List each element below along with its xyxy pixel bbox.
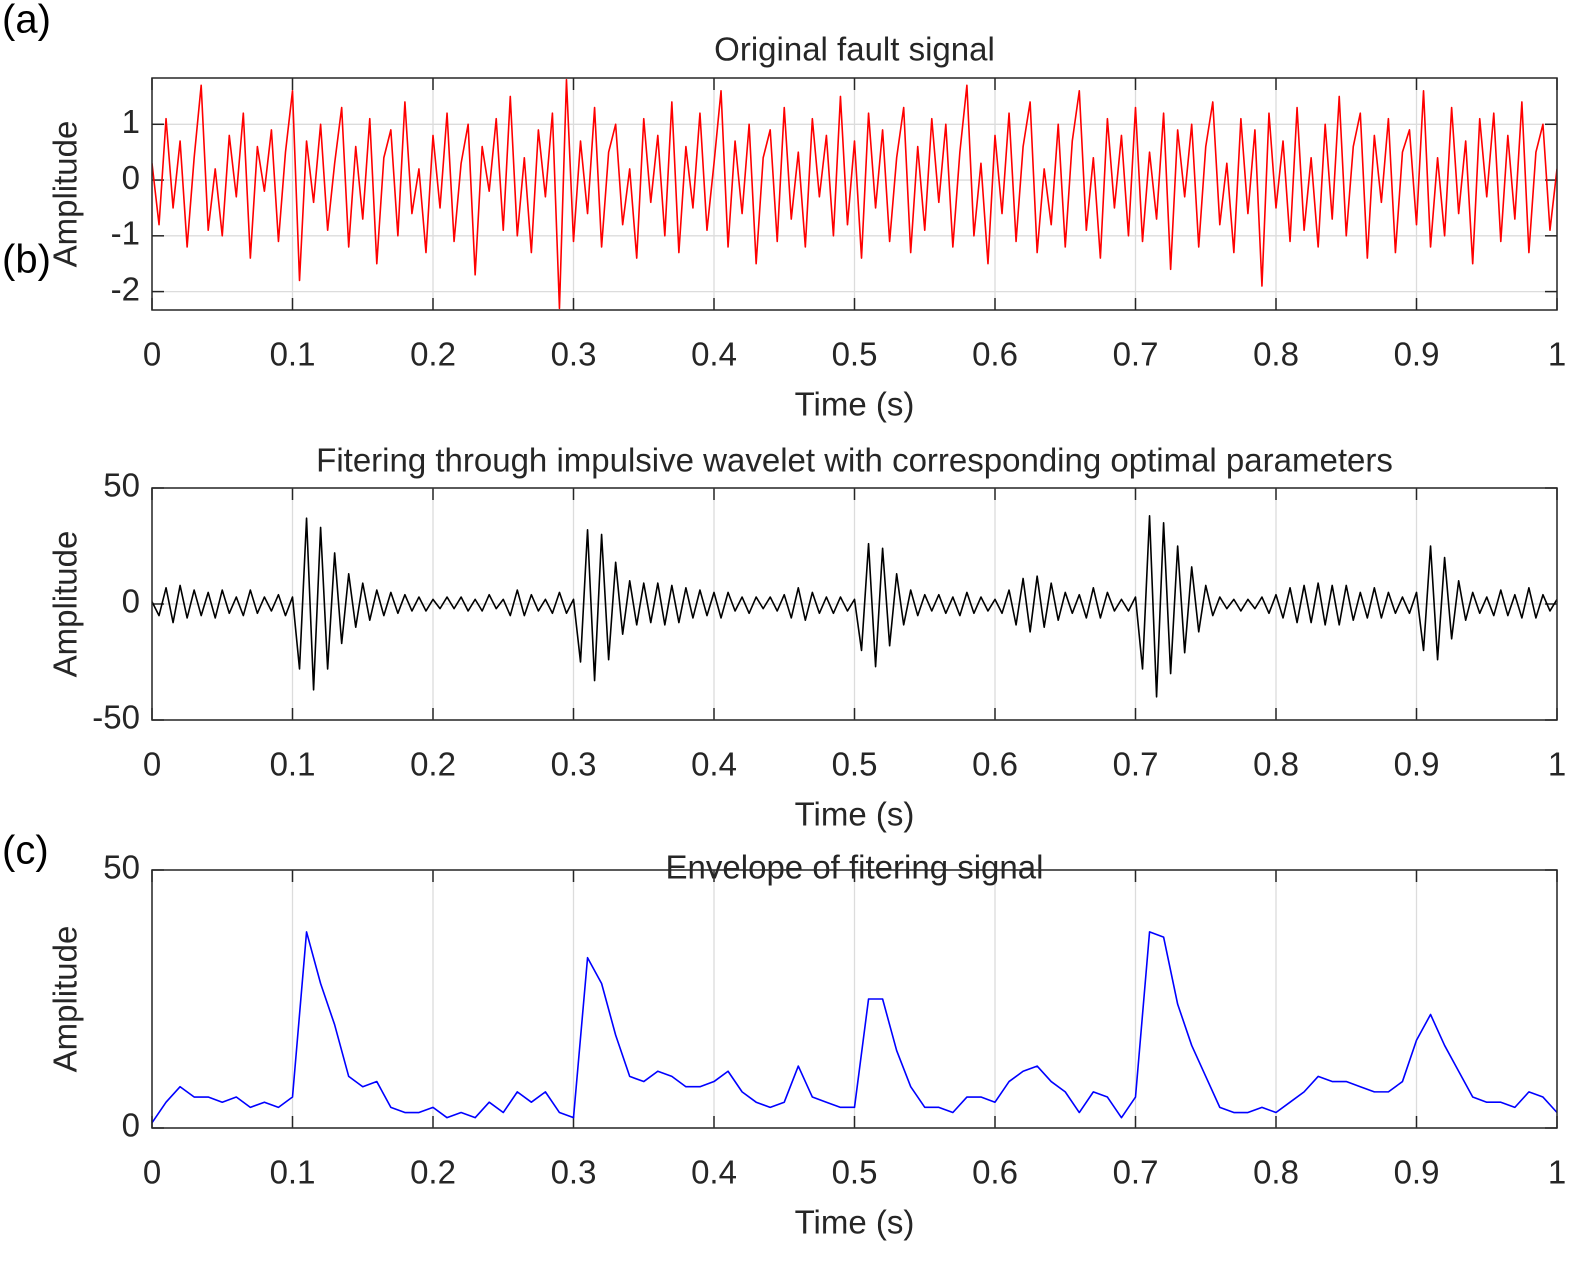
x-tick-label: 0.4 [691, 336, 737, 373]
x-tick-label: 0.7 [1113, 746, 1159, 783]
x-tick-label: 0.8 [1253, 1154, 1299, 1191]
subplot-title: Envelope of fitering signal [666, 849, 1044, 886]
x-tick-label: 0.2 [410, 336, 456, 373]
y-tick-label: 50 [103, 467, 140, 504]
y-axis-label: Amplitude [47, 926, 84, 1073]
y-tick-label: -2 [111, 270, 140, 307]
signal-line [152, 515, 1557, 698]
x-tick-label: 0.3 [551, 336, 597, 373]
x-tick-label: 0.2 [410, 746, 456, 783]
subplot: 0 0.1 0.2 0.3 0.4 0.5 0.6 0.7 0.8 0.9 1 0 50 Envelope… [2, 829, 1566, 1241]
x-tick-label: 1 [1548, 336, 1566, 373]
x-tick-label: 0.1 [270, 746, 316, 783]
x-tick-label: 0.4 [691, 1154, 737, 1191]
x-axis-label: Time (s) [795, 796, 915, 833]
x-tick-label: 0.7 [1113, 336, 1159, 373]
panel-label: (b) [2, 238, 51, 282]
x-axis-label: Time (s) [795, 386, 915, 423]
x-tick-label: 1 [1548, 1154, 1566, 1191]
x-tick-label: 0 [143, 746, 161, 783]
axes-frame [151, 77, 1558, 311]
x-tick-label: 0.5 [832, 746, 878, 783]
y-axis-label: Amplitude [47, 121, 84, 268]
y-tick-label: 0 [122, 159, 140, 196]
x-tick-label: 0.5 [832, 1154, 878, 1191]
y-tick-label: -1 [111, 215, 140, 252]
x-tick-label: 0.8 [1253, 336, 1299, 373]
y-axis-label: Amplitude [47, 531, 84, 678]
subplot-title: Original fault signal [714, 31, 995, 68]
signal-line [152, 931, 1557, 1124]
x-tick-label: 0.6 [972, 746, 1018, 783]
subplot: 0 0.1 0.2 0.3 0.4 0.5 0.6 0.7 0.8 0.9 1-50050Fiter… [2, 238, 1566, 833]
x-tick-label: 0.4 [691, 746, 737, 783]
y-tick-label: -50 [92, 699, 140, 736]
x-tick-label: 0.2 [410, 1154, 456, 1191]
x-axis-label: Time (s) [795, 1204, 915, 1241]
x-tick-label: 0.6 [972, 1154, 1018, 1191]
axes-frame [151, 869, 1558, 1129]
x-tick-label: 0.9 [1394, 1154, 1440, 1191]
x-tick-label: 0.3 [551, 746, 597, 783]
subplot: 0 0.1 0.2 0.3 0.4 0.5 0.6 0.7 0.8 0.9 1 -2 -1 0 1 Origi… [2, 0, 1566, 423]
x-tick-label: 0.1 [270, 1154, 316, 1191]
panel-label: (c) [2, 829, 49, 873]
x-tick-label: 0.8 [1253, 746, 1299, 783]
x-tick-label: 0 [143, 1154, 161, 1191]
axes-frame [151, 487, 1558, 721]
x-tick-label: 0 [143, 336, 161, 373]
signal-line [152, 78, 1557, 310]
y-tick-label: 0 [122, 583, 140, 620]
y-tick-label: 1 [122, 103, 140, 140]
x-tick-label: 0.1 [270, 336, 316, 373]
y-tick-label: 50 [103, 849, 140, 886]
x-tick-label: 1 [1548, 746, 1566, 783]
x-tick-label: 0.3 [551, 1154, 597, 1191]
panel-label: (a) [2, 0, 51, 42]
x-tick-label: 0.9 [1394, 746, 1440, 783]
subplot-title: Fitering through impulsive wavelet with … [316, 442, 1393, 479]
x-tick-label: 0.9 [1394, 336, 1440, 373]
x-tick-label: 0.6 [972, 336, 1018, 373]
x-tick-label: 0.7 [1113, 1154, 1159, 1191]
y-tick-label: 0 [122, 1107, 140, 1144]
x-tick-label: 0.5 [832, 336, 878, 373]
